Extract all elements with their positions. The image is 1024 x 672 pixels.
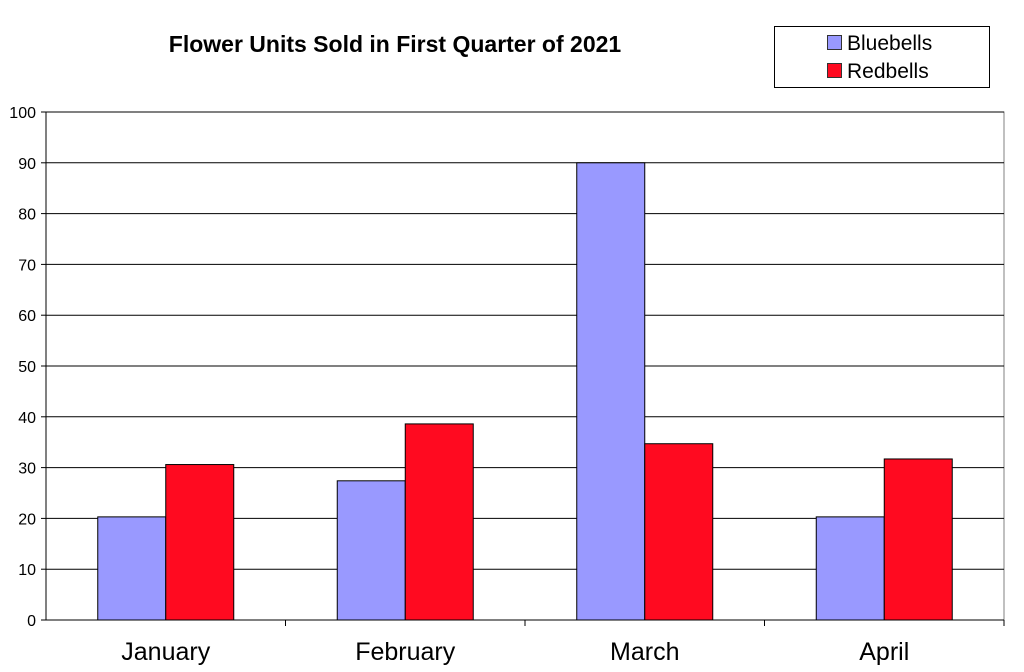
bar-redbells-march	[644, 443, 714, 621]
y-tick-label-30: 30	[18, 461, 36, 478]
bar-redbells-april	[883, 458, 953, 621]
bar-redbells-february	[404, 423, 474, 621]
y-tick-label-90: 90	[18, 156, 36, 173]
x-tick-label-february: February	[355, 638, 456, 666]
bar-bluebells-april	[815, 516, 885, 621]
legend-item-bluebells: Bluebells	[827, 32, 932, 56]
y-tick-label-80: 80	[18, 207, 36, 224]
x-tick-label-april: April	[859, 638, 909, 666]
bar-bluebells-march	[576, 162, 646, 621]
y-tick-label-60: 60	[18, 308, 36, 325]
legend: Bluebells Redbells	[774, 26, 990, 88]
y-tick-label-10: 10	[18, 562, 36, 579]
legend-swatch-bluebells	[827, 35, 842, 50]
y-tick-label-0: 0	[27, 613, 36, 630]
x-tick-label-january: January	[121, 638, 210, 666]
chart-title: Flower Units Sold in First Quarter of 20…	[168, 31, 622, 57]
y-tick-label-40: 40	[18, 410, 36, 427]
legend-label-redbells: Redbells	[847, 60, 929, 83]
bar-bluebells-january	[97, 516, 167, 621]
y-tick-label-100: 100	[9, 105, 36, 122]
y-tick-label-50: 50	[18, 359, 36, 376]
bar-redbells-january	[165, 464, 235, 621]
y-tick-label-20: 20	[18, 511, 36, 528]
legend-label-bluebells: Bluebells	[847, 32, 933, 55]
bar-bluebells-february	[336, 480, 406, 621]
legend-swatch-redbells	[827, 63, 842, 78]
y-tick-label-70: 70	[18, 257, 36, 274]
legend-item-redbells: Redbells	[827, 60, 929, 84]
x-tick-label-march: March	[610, 638, 679, 666]
